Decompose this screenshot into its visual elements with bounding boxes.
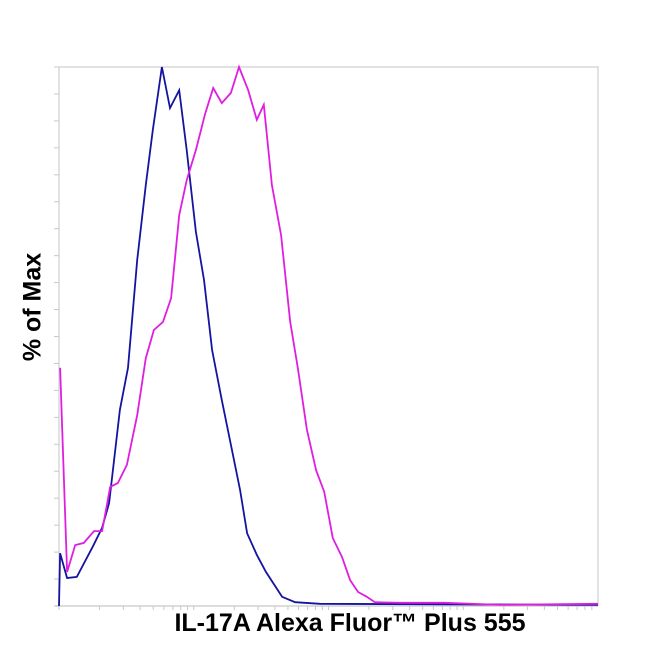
x-axis-ticks bbox=[58, 606, 593, 610]
y-axis-ticks bbox=[54, 66, 59, 607]
series-line-1 bbox=[58, 66, 599, 607]
series-group bbox=[58, 64, 599, 607]
plot-frame bbox=[55, 66, 599, 607]
series-line-2 bbox=[59, 64, 599, 606]
x-axis-label: IL-17A Alexa Fluor™ Plus 555 bbox=[174, 609, 526, 637]
y-axis-label: % of Max bbox=[18, 252, 47, 362]
plot-border bbox=[58, 66, 599, 606]
